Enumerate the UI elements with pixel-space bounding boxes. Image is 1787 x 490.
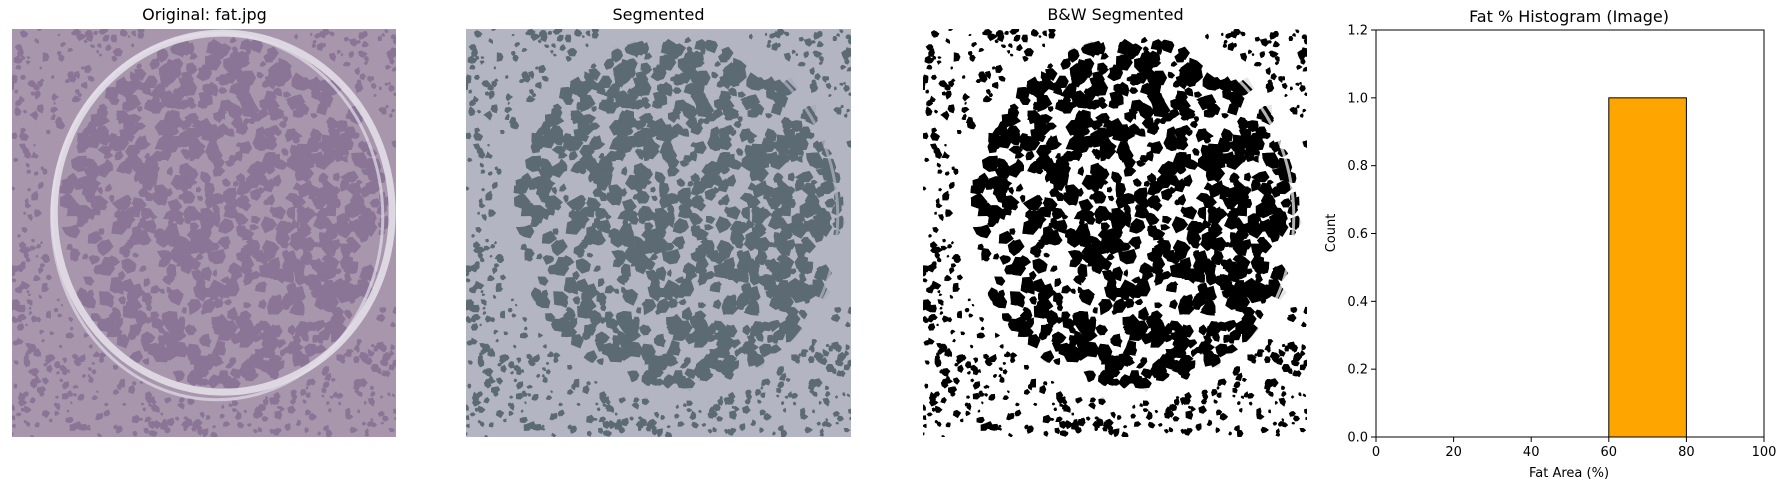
y-axis-label: Count [1324,214,1339,253]
y-tick-label: 0.6 [1347,227,1368,242]
x-tick-label: 60 [1601,445,1618,460]
y-tick-label: 0.0 [1347,431,1368,446]
x-tick-label: 40 [1523,445,1540,460]
y-tick-label: 0.8 [1347,159,1368,174]
y-tick-label: 1.2 [1347,24,1368,39]
y-tick-label: 1.0 [1347,91,1368,106]
histogram-title: Fat % Histogram (Image) [1469,7,1669,26]
x-axis-label: Fat Area (%) [1529,466,1609,481]
y-tick-label: 0.4 [1347,295,1368,310]
x-tick-label: 80 [1678,445,1695,460]
x-tick-label: 100 [1752,445,1777,460]
plot-frame [1376,30,1764,437]
y-tick-label: 0.2 [1347,363,1368,378]
histogram-bar [1609,98,1687,437]
x-tick-label: 0 [1372,445,1380,460]
x-tick-label: 20 [1445,445,1462,460]
